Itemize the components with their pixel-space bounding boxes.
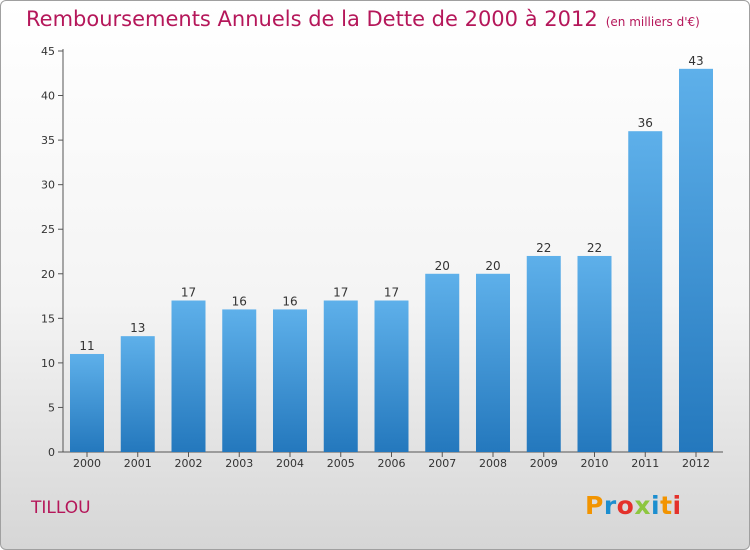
y-tick-label: 35 <box>41 134 55 147</box>
location-name: TILLOU <box>31 498 91 518</box>
bar-value-label: 17 <box>333 286 348 300</box>
x-tick-label: 2008 <box>479 457 507 470</box>
y-tick-label: 15 <box>41 312 55 325</box>
x-tick-label: 2003 <box>225 457 253 470</box>
bar <box>476 273 510 452</box>
bar <box>425 273 460 452</box>
y-tick-label: 25 <box>41 223 55 236</box>
x-tick-label: 2004 <box>276 457 304 470</box>
y-tick-label: 30 <box>41 179 55 192</box>
x-tick-label: 2000 <box>73 457 101 470</box>
bar <box>577 255 612 452</box>
y-tick-label: 5 <box>48 401 55 414</box>
chart-title-text: Remboursements Annuels de la Dette de 20… <box>26 7 598 31</box>
bar-value-label: 17 <box>384 286 399 300</box>
bar <box>628 131 663 452</box>
chart-title: Remboursements Annuels de la Dette de 20… <box>26 7 700 31</box>
bar <box>374 300 409 452</box>
bar <box>171 300 206 452</box>
bar-value-label: 11 <box>79 339 94 353</box>
x-tick-label: 2011 <box>631 457 659 470</box>
logo-letter: t <box>660 491 673 520</box>
x-tick-label: 2007 <box>428 457 456 470</box>
bar-value-label: 20 <box>485 259 500 273</box>
x-tick-label: 2005 <box>327 457 355 470</box>
logo-letter: x <box>634 491 651 520</box>
chart-unit: (en milliers d'€) <box>605 15 700 29</box>
bar-value-label: 13 <box>130 321 145 335</box>
y-tick-label: 0 <box>48 446 55 459</box>
bar <box>273 309 307 452</box>
bar <box>70 353 104 452</box>
x-tick-label: 2009 <box>530 457 558 470</box>
x-tick-label: 2006 <box>378 457 406 470</box>
x-tick-label: 2001 <box>124 457 152 470</box>
x-tick-label: 2002 <box>175 457 203 470</box>
logo-letter: P <box>585 491 604 520</box>
x-tick-label: 2012 <box>682 457 710 470</box>
logo-letter: i <box>651 491 661 520</box>
y-tick-label: 10 <box>41 357 55 370</box>
bar-value-label: 16 <box>282 294 297 308</box>
bar-value-label: 20 <box>435 259 450 273</box>
y-tick-label: 20 <box>41 268 55 281</box>
bar <box>222 309 257 452</box>
bar <box>679 68 713 453</box>
bar-value-label: 36 <box>638 116 653 130</box>
bar-value-label: 17 <box>181 286 196 300</box>
x-tick-label: 2010 <box>581 457 609 470</box>
bar <box>120 336 155 452</box>
bar <box>526 255 561 452</box>
logo-letter: i <box>672 491 682 520</box>
logo-letter: o <box>616 491 635 520</box>
proxiti-logo: Proxiti <box>585 491 682 520</box>
bar-value-label: 16 <box>232 294 247 308</box>
bar <box>323 300 358 452</box>
bar-value-label: 22 <box>536 241 551 255</box>
logo-letter: r <box>603 491 617 520</box>
bar-value-label: 43 <box>688 54 703 68</box>
y-tick-label: 40 <box>41 90 55 103</box>
bar-value-label: 22 <box>587 241 602 255</box>
y-tick-label: 45 <box>41 45 55 58</box>
